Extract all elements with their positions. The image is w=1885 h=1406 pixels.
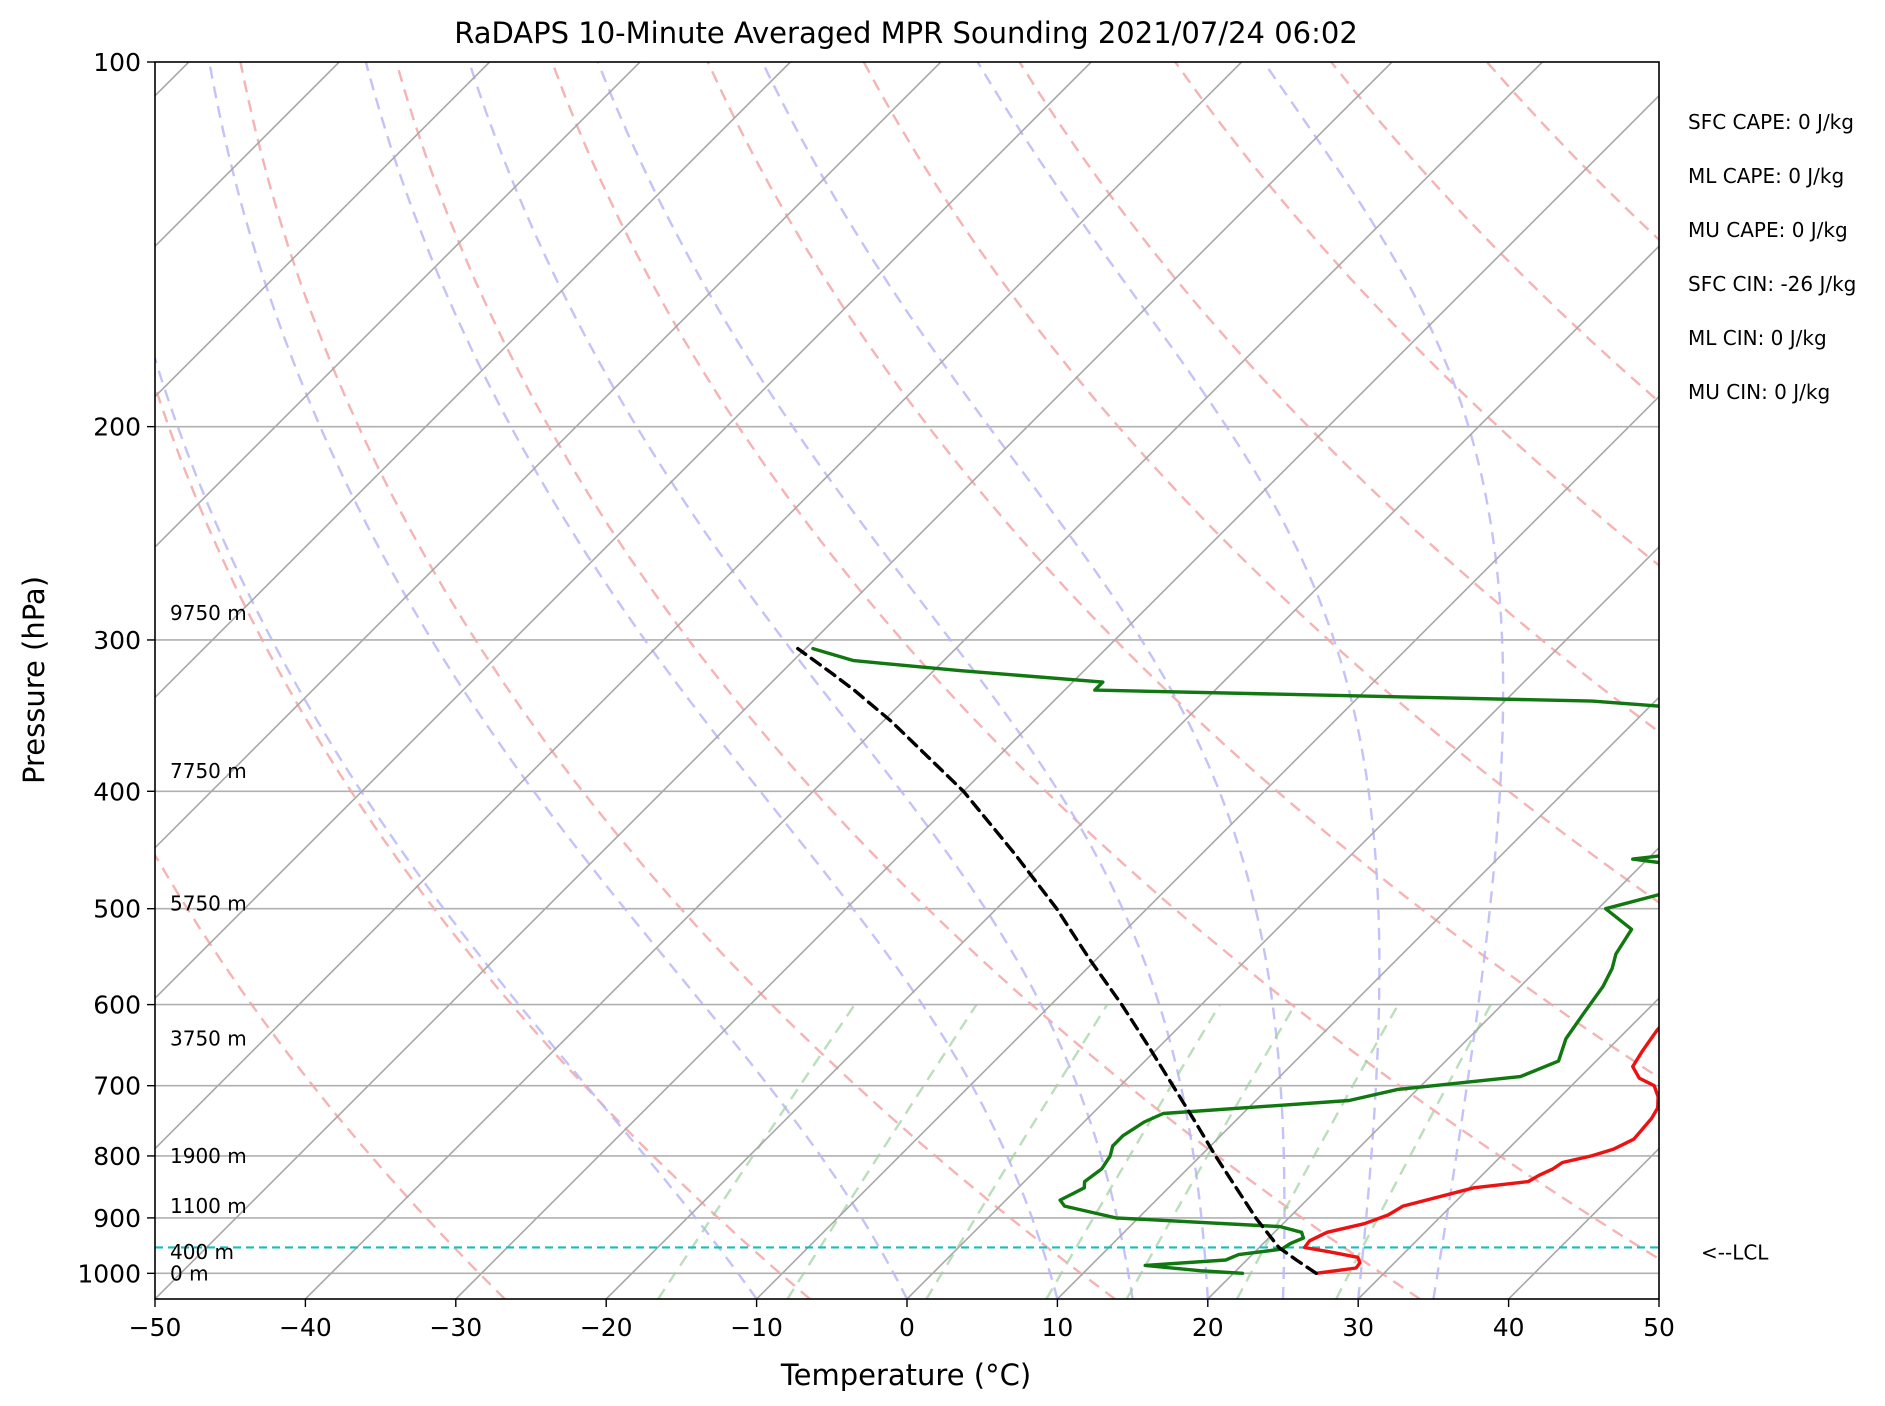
- x-tick-label-0: −50: [129, 1313, 182, 1342]
- plot-area: [155, 62, 1885, 1299]
- y-tick-label-700: 700: [93, 1072, 141, 1101]
- dry-adiabat-line: [155, 382, 811, 1299]
- isotherm-line: [155, 62, 1243, 1150]
- x-tick-label-3: −20: [580, 1313, 633, 1342]
- dry-adiabat-line: [1018, 62, 1659, 734]
- mixing-ratio-lines: [657, 1003, 1492, 1299]
- height-label: 9750 m: [170, 601, 247, 625]
- y-tick-label-600: 600: [93, 991, 141, 1020]
- isotherm-line: [304, 62, 1543, 1299]
- x-tick-label-4: −10: [730, 1313, 783, 1342]
- dry-adiabat-line: [1174, 62, 1659, 567]
- mixing-ratio-line: [925, 1003, 1109, 1299]
- height-label: 5750 m: [170, 891, 247, 915]
- mixing-ratio-line: [1125, 1003, 1297, 1299]
- isotherm-line: [756, 395, 1659, 1299]
- y-tick-label-200: 200: [93, 413, 141, 442]
- x-tick-label-7: 20: [1192, 1313, 1224, 1342]
- mixing-ratio-line: [1235, 1004, 1400, 1299]
- isobar-gridlines: [155, 425, 1659, 1275]
- mixing-ratio-line: [657, 1003, 856, 1299]
- isotherm-line: [155, 62, 491, 398]
- height-label: 7750 m: [170, 759, 247, 783]
- isotherms: [155, 62, 1885, 1299]
- moist-adiabat-line: [761, 62, 1286, 1299]
- moist-adiabat-line: [208, 62, 909, 1299]
- isotherm-line: [155, 62, 791, 699]
- y-tick-label-900: 900: [93, 1204, 141, 1233]
- mixing-ratio-line: [1335, 1004, 1492, 1299]
- dry-adiabat-line: [1330, 62, 1659, 404]
- x-axis-ticks: −50 −40 −30 −20 −10 0 10 20 30 40 50: [129, 1299, 1675, 1342]
- isotherm-line: [1658, 1297, 1659, 1299]
- x-tick-label-1: −40: [279, 1313, 332, 1342]
- isotherm-line: [1207, 846, 1659, 1299]
- isotherm-line: [906, 545, 1659, 1299]
- dry-adiabat-line: [239, 62, 1116, 1299]
- height-label: 0 m: [170, 1261, 209, 1285]
- x-tick-label-8: 30: [1342, 1313, 1374, 1342]
- temperature-line: [1302, 1025, 1659, 1276]
- mixing-ratio-line: [786, 1003, 978, 1299]
- y-axis-label: Pressure (hPa): [17, 576, 51, 784]
- moist-adiabat-line: [155, 354, 758, 1299]
- height-label: 1100 m: [170, 1194, 247, 1218]
- isotherm-line: [1508, 1147, 1659, 1299]
- height-label: 3750 m: [170, 1027, 247, 1051]
- y-tick-label-800: 800: [93, 1142, 141, 1171]
- chart-title: RaDAPS 10-Minute Averaged MPR Sounding 2…: [454, 16, 1358, 50]
- parcel-line: [796, 646, 1318, 1276]
- y-tick-label-400: 400: [93, 777, 141, 806]
- moist-adiabat-line: [364, 62, 1059, 1299]
- dry-adiabat-line: [550, 62, 1659, 1261]
- y-tick-label-100: 100: [93, 48, 141, 77]
- x-tick-label-10: 50: [1643, 1313, 1675, 1342]
- stat-line: SFC CAPE: 0 J/kg: [1688, 110, 1854, 134]
- height-label: 1900 m: [170, 1144, 247, 1168]
- moist-adiabat-line: [1262, 62, 1505, 1299]
- isotherm-line: [1056, 696, 1659, 1299]
- stat-line: SFC CIN: -26 J/kg: [1688, 272, 1856, 296]
- dry-adiabat-line: [706, 62, 1659, 1080]
- x-tick-label-5: 0: [899, 1313, 915, 1342]
- x-tick-label-6: 10: [1041, 1313, 1073, 1342]
- lcl-label: <--LCL: [1701, 1240, 1769, 1264]
- isotherm-line: [1357, 997, 1659, 1299]
- dry-adiabat-line: [1486, 62, 1659, 242]
- mixing-ratio-line: [1045, 1003, 1221, 1299]
- stat-line: ML CAPE: 0 J/kg: [1688, 164, 1844, 188]
- isotherm-line: [605, 245, 1659, 1299]
- stat-line: MU CIN: 0 J/kg: [1688, 380, 1830, 404]
- x-tick-label-2: −30: [429, 1313, 482, 1342]
- y-tick-label-1000: 1000: [77, 1259, 141, 1288]
- isotherm-line: [1809, 62, 1885, 1299]
- dewpoint-line: [811, 646, 1659, 1276]
- y-tick-label-500: 500: [93, 895, 141, 924]
- stability-stats: SFC CAPE: 0 J/kg ML CAPE: 0 J/kg MU CAPE: …: [1688, 110, 1856, 404]
- stat-line: ML CIN: 0 J/kg: [1688, 326, 1827, 350]
- y-tick-label-300: 300: [93, 626, 141, 655]
- isotherm-line: [155, 62, 1393, 1299]
- stat-line: MU CAPE: 0 J/kg: [1688, 218, 1848, 242]
- dry-adiabat-line: [395, 62, 1421, 1299]
- isotherm-line: [155, 62, 942, 849]
- y-axis-ticks: 100 200 300 400 500 600 700 800 900 1000: [77, 48, 155, 1288]
- moist-adiabat-line: [468, 62, 1134, 1299]
- profile-series: [796, 646, 1659, 1276]
- moist-adiabat-line: [596, 62, 1209, 1299]
- dry-adiabat-line: [155, 852, 506, 1299]
- x-tick-label-9: 40: [1493, 1313, 1525, 1342]
- x-axis-label: Temperature (°C): [780, 1358, 1031, 1392]
- isotherm-line: [155, 62, 1092, 1000]
- isotherm-line: [155, 62, 641, 549]
- height-label: 400 m: [170, 1240, 234, 1264]
